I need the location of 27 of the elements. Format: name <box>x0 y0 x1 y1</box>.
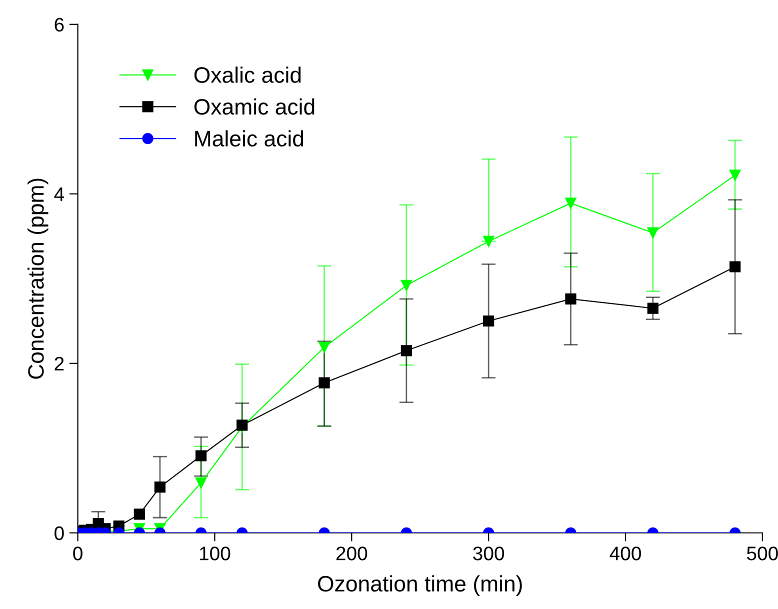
point <box>565 293 576 305</box>
point <box>483 315 494 327</box>
point <box>318 377 330 388</box>
x-axis-title: Ozonation time (min) <box>318 575 522 596</box>
point <box>565 198 576 209</box>
x-tick-label: 500 <box>747 546 778 560</box>
legend-label: Oxalic acid <box>194 66 301 83</box>
point <box>483 236 494 247</box>
point <box>400 280 412 291</box>
y-tick-label: 2 <box>54 356 64 370</box>
y-tick-label: 4 <box>54 188 64 201</box>
x-tick-label: 0 <box>73 546 82 560</box>
y-axis-title: Concentration (ppm) <box>28 178 48 379</box>
point <box>647 227 658 238</box>
point <box>730 170 741 181</box>
x-tick-label: 300 <box>473 546 504 560</box>
point <box>647 302 658 314</box>
x-tick-label: 100 <box>200 546 230 560</box>
x-tick-label: 400 <box>610 546 641 560</box>
point <box>318 342 330 353</box>
legend-label: Maleic acid <box>195 130 304 147</box>
y-tick-label: 6 <box>54 18 64 32</box>
x-tick-label: 200 <box>336 546 368 560</box>
legend-label: Oxamic acid <box>194 98 314 115</box>
point <box>730 261 741 272</box>
point <box>400 345 412 356</box>
y-tick-label: 0 <box>54 526 64 540</box>
